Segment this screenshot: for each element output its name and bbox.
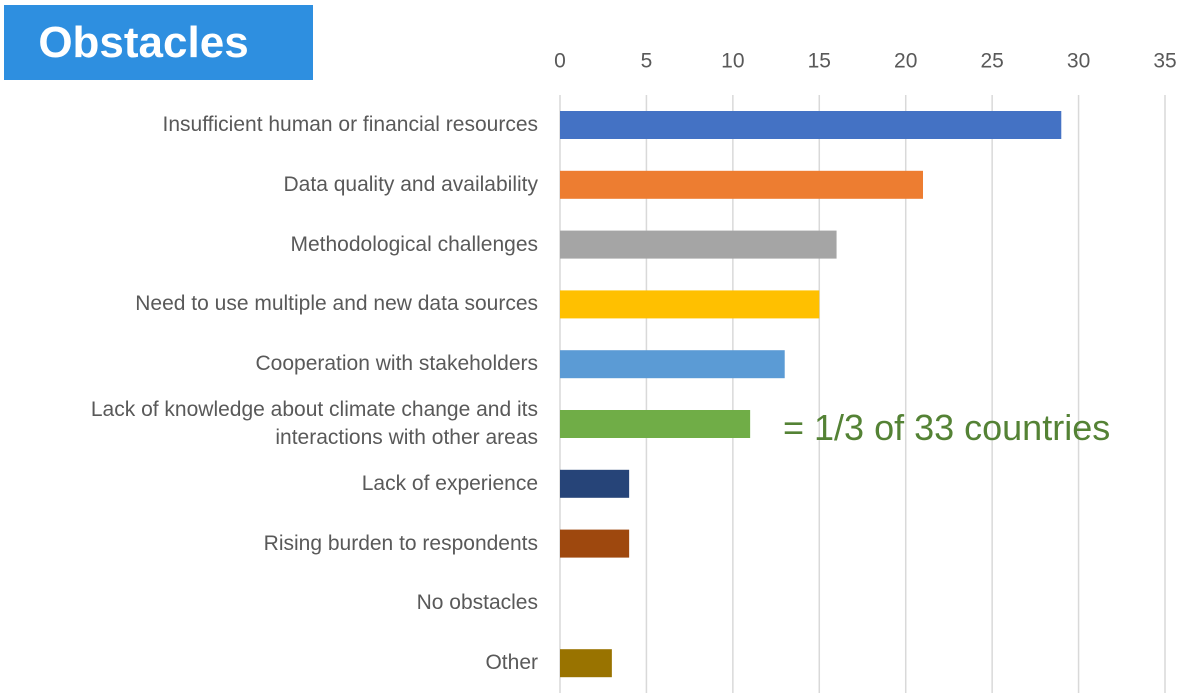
bar xyxy=(560,170,923,199)
bar xyxy=(560,230,837,259)
x-tick-label: 10 xyxy=(721,50,744,73)
y-tick-label: Other xyxy=(485,651,538,675)
y-tick-label: Data quality and availability xyxy=(283,172,538,196)
bar xyxy=(560,290,820,319)
y-tick-label: Lack of experience xyxy=(361,471,538,495)
y-tick-label: Insufficient human or financial resource… xyxy=(162,113,538,136)
bar xyxy=(560,469,630,498)
x-tick-label: 0 xyxy=(554,50,566,73)
bar xyxy=(560,649,612,678)
y-tick-label: Rising burden to respondents xyxy=(263,531,538,555)
x-tick-label: 25 xyxy=(980,50,1003,73)
y-tick-label: Need to use multiple and new data source… xyxy=(135,292,538,316)
bar xyxy=(560,529,630,558)
y-tick-label: Lack of knowledge about climate change a… xyxy=(90,398,538,449)
annotation: = 1/3 of 33 countries xyxy=(783,407,1111,448)
x-tick-label: 35 xyxy=(1153,50,1176,73)
bar xyxy=(560,111,1062,139)
y-tick-label: Methodological challenges xyxy=(290,232,539,256)
x-tick-label: 5 xyxy=(641,50,653,73)
y-tick-label: Cooperation with stakeholders xyxy=(255,352,539,376)
x-tick-label: 15 xyxy=(808,50,831,73)
x-tick-label: 20 xyxy=(894,50,917,73)
bar xyxy=(560,410,751,438)
x-tick-label: 30 xyxy=(1067,50,1090,73)
chart-title: Obstacles xyxy=(4,5,313,80)
bar xyxy=(560,350,785,379)
y-tick-label: No obstacles xyxy=(416,591,538,615)
